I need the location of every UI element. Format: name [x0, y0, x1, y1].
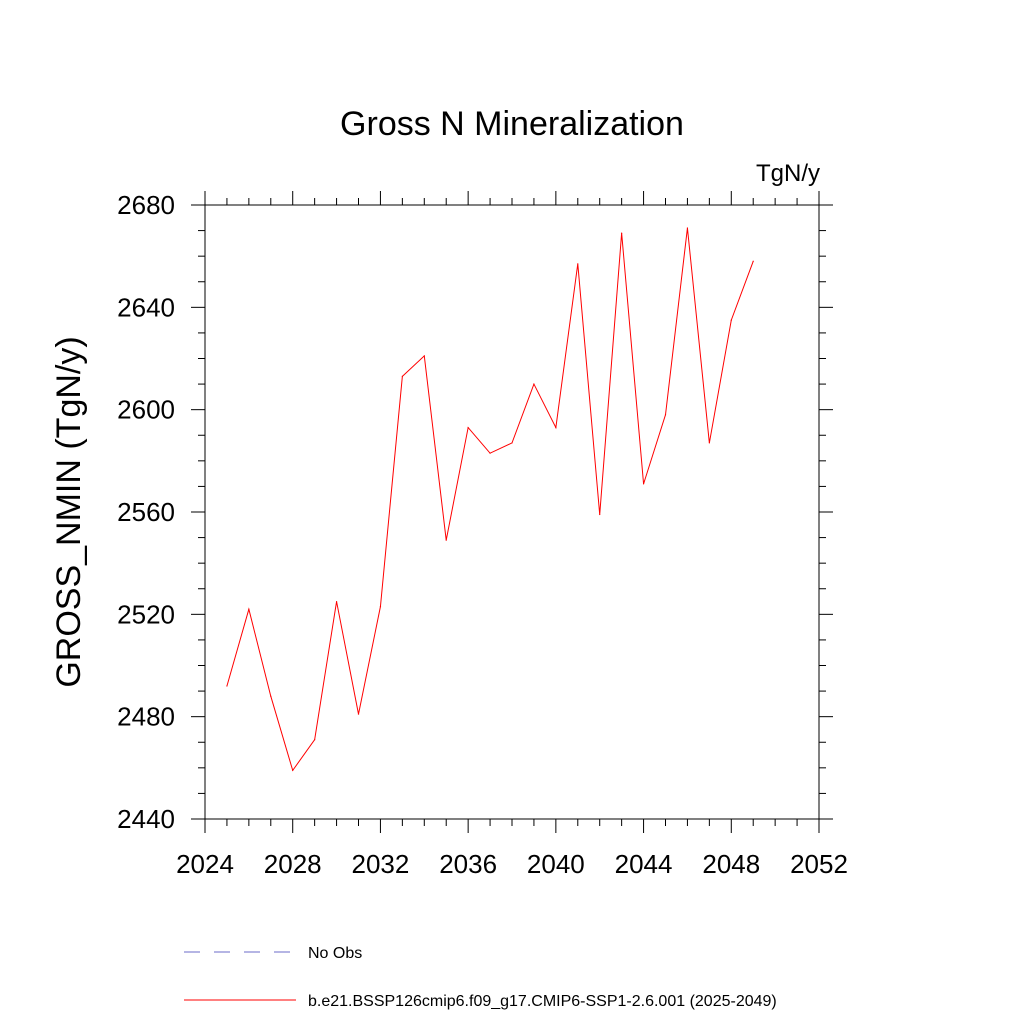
data-point — [270, 695, 272, 697]
y-tick-label: 2560 — [117, 497, 175, 527]
data-point — [730, 319, 732, 321]
legend: No Obs b.e21.BSSP126cmip6.f09_g17.CMIP6-S… — [184, 945, 777, 1010]
x-axis-ticks: 2024 2028 2032 2036 2040 2044 2048 2052 — [176, 191, 848, 879]
data-point — [379, 606, 382, 608]
data-point — [621, 232, 623, 234]
data-point — [467, 426, 469, 429]
units-label: TgN/y — [756, 160, 820, 187]
y-tick-label: 2520 — [117, 599, 175, 629]
y-axis-ticks: 2440 2480 2520 2560 2600 2640 2680 — [117, 190, 833, 834]
data-point — [292, 769, 294, 771]
data-point — [555, 426, 557, 429]
legend-label: No Obs — [308, 945, 362, 962]
data-point — [577, 263, 579, 265]
data-point — [423, 355, 425, 357]
data-point — [226, 685, 228, 687]
series-layer — [226, 227, 754, 772]
data-point — [357, 713, 360, 715]
legend-label: b.e21.BSSP126cmip6.f09_g17.CMIP6-SSP1-2.… — [308, 993, 777, 1010]
y-tick-label: 2680 — [117, 190, 175, 220]
x-tick-label: 2036 — [439, 849, 497, 879]
x-tick-label: 2032 — [352, 849, 410, 879]
data-point — [511, 442, 513, 444]
data-point — [401, 375, 403, 378]
x-tick-label: 2024 — [176, 849, 234, 879]
data-point — [599, 513, 601, 516]
data-point — [642, 483, 645, 485]
data-point — [248, 608, 250, 610]
data-point — [708, 442, 710, 444]
data-point — [489, 452, 491, 454]
data-point — [752, 260, 754, 262]
x-tick-label: 2040 — [527, 849, 585, 879]
data-point — [664, 414, 667, 416]
x-tick-label: 2052 — [790, 849, 848, 879]
plot-frame — [204, 204, 820, 820]
series-line — [226, 227, 754, 772]
x-tick-label: 2028 — [264, 849, 322, 879]
data-point — [533, 383, 535, 385]
x-tick-label: 2044 — [615, 849, 673, 879]
data-point — [314, 739, 316, 741]
data-point — [335, 600, 338, 603]
data-point — [445, 539, 447, 541]
y-tick-label: 2440 — [117, 804, 175, 834]
data-point — [686, 227, 689, 229]
chart-title: Gross N Mineralization — [340, 105, 684, 143]
y-tick-label: 2600 — [117, 395, 175, 425]
y-axis-label: GROSS_NMIN (TgN/y) — [50, 336, 88, 687]
y-tick-label: 2480 — [117, 702, 175, 732]
x-tick-label: 2048 — [702, 849, 760, 879]
y-tick-label: 2640 — [117, 292, 175, 322]
